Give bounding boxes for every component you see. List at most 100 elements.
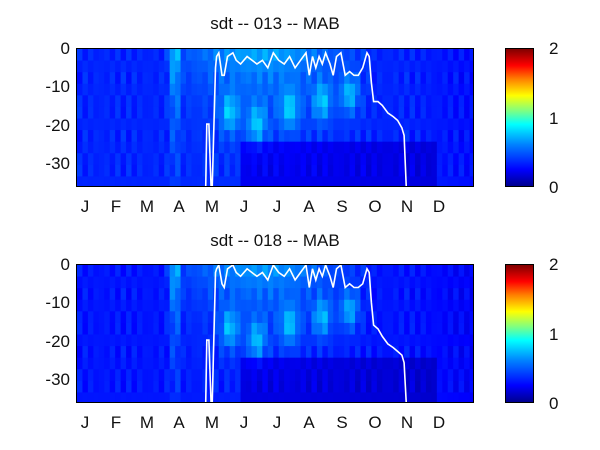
heatmap-cell	[229, 265, 236, 278]
heatmap-cell	[365, 83, 373, 96]
heatmap-cell	[267, 346, 274, 359]
heatmap-cell	[229, 176, 236, 186]
heatmap-cell	[355, 83, 362, 96]
heatmap-cell	[469, 176, 473, 186]
heatmap-cell	[196, 276, 203, 289]
heatmap-cell	[202, 334, 209, 347]
heatmap-cell	[289, 369, 296, 382]
heatmap-cell	[398, 322, 405, 336]
heatmap-cell	[458, 392, 465, 402]
heatmap-cell	[278, 49, 285, 62]
heatmap-cell	[256, 311, 263, 324]
heatmap-cell	[295, 83, 302, 96]
heatmap-cell	[202, 118, 209, 131]
heatmap-cell	[98, 176, 105, 186]
heatmap-cell	[322, 153, 329, 166]
heatmap-cell	[153, 164, 160, 178]
heatmap-cell	[196, 130, 203, 143]
heatmap-cell	[371, 130, 378, 143]
panel-1-ytick-1: -10	[45, 77, 70, 96]
heatmap-cell	[393, 164, 400, 178]
heatmap-cell	[322, 130, 329, 143]
heatmap-cell	[147, 60, 154, 73]
heatmap-cell	[458, 357, 465, 370]
heatmap-cell	[180, 72, 187, 85]
heatmap-cell	[246, 380, 253, 394]
heatmap-cell	[164, 392, 171, 402]
heatmap-cell	[447, 72, 454, 85]
panel-2-heatmap	[76, 264, 474, 403]
heatmap-cell	[442, 83, 449, 96]
heatmap-cell	[229, 153, 236, 166]
heatmap-cell	[82, 322, 89, 336]
heatmap-cell	[365, 130, 373, 143]
heatmap-cell	[126, 311, 133, 324]
heatmap-cell	[464, 60, 471, 73]
heatmap-cell	[393, 72, 400, 85]
heatmap-cell	[425, 369, 432, 382]
heatmap-cell	[153, 153, 160, 166]
heatmap-cell	[327, 72, 334, 85]
heatmap-cell	[169, 60, 176, 73]
heatmap-cell	[376, 380, 383, 394]
heatmap-cell	[267, 299, 274, 312]
heatmap-cell	[376, 60, 383, 73]
heatmap-cell	[431, 369, 438, 382]
heatmap-cell	[322, 392, 329, 402]
heatmap-cell	[175, 311, 182, 324]
heatmap-cell	[376, 95, 383, 108]
heatmap-cell	[180, 322, 187, 336]
heatmap-cell	[180, 346, 187, 359]
heatmap-cell	[415, 346, 422, 359]
heatmap-cell	[164, 141, 171, 154]
heatmap-cell	[360, 141, 367, 154]
heatmap-cell	[305, 141, 313, 154]
heatmap-cell	[77, 106, 84, 120]
heatmap-cell	[420, 334, 427, 347]
heatmap-cell	[376, 288, 383, 301]
heatmap-cell	[153, 141, 160, 154]
heatmap-cell	[158, 49, 165, 62]
heatmap-cell	[251, 288, 258, 301]
heatmap-cell	[365, 334, 373, 347]
heatmap-cell	[207, 95, 214, 108]
heatmap-cell	[398, 311, 405, 324]
heatmap-cell	[196, 322, 203, 336]
heatmap-cell	[278, 311, 285, 324]
heatmap-cell	[77, 265, 84, 278]
heatmap-cell	[126, 276, 133, 289]
heatmap-cell	[147, 130, 154, 143]
heatmap-cell	[158, 322, 165, 336]
heatmap-cell	[371, 299, 378, 312]
heatmap-cell	[229, 118, 236, 131]
heatmap-cell	[169, 346, 176, 359]
heatmap-cell	[229, 95, 236, 108]
heatmap-cell	[404, 334, 411, 347]
heatmap-cell	[436, 380, 443, 394]
heatmap-cell	[453, 176, 460, 186]
heatmap-cell	[469, 322, 473, 336]
heatmap-cell	[360, 49, 367, 62]
heatmap-cell	[82, 311, 89, 324]
heatmap-cell	[240, 322, 247, 336]
heatmap-cell	[87, 357, 94, 370]
heatmap-cell	[235, 118, 242, 131]
heatmap-cell	[93, 164, 100, 178]
heatmap-cell	[115, 130, 122, 143]
heatmap-cell	[246, 392, 253, 402]
heatmap-cell	[355, 130, 362, 143]
heatmap-cell	[240, 334, 247, 347]
heatmap-cell	[147, 176, 154, 186]
heatmap-cell	[289, 392, 296, 402]
heatmap-cell	[82, 141, 89, 154]
heatmap-cell	[371, 288, 378, 301]
heatmap-cell	[175, 392, 182, 402]
heatmap-cell	[305, 265, 313, 278]
heatmap-cell	[295, 322, 302, 336]
heatmap-cell	[447, 265, 454, 278]
heatmap-cell	[464, 276, 471, 289]
heatmap-cell	[322, 106, 329, 120]
heatmap-cell	[295, 118, 302, 131]
heatmap-cell	[393, 141, 400, 154]
